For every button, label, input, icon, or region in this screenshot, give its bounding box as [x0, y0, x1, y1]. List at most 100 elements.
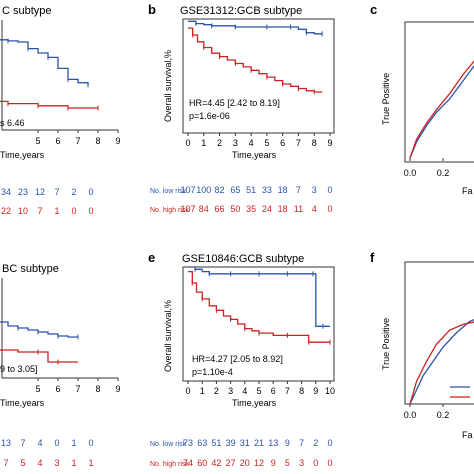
panel-e-x-ticks: 0 1 2 3 4 5 6 7 8 9 10	[185, 381, 335, 396]
panel-e-risk-low-value: 13	[268, 438, 278, 448]
panel-b-high-risk-label: No. high risk	[150, 207, 189, 214]
panel-c-frame	[404, 21, 474, 163]
panel-b: b GSE31312:GCB subtype Overall survival,…	[148, 2, 335, 214]
panel-a-curves	[0, 38, 99, 111]
panel-e-risk-high-value: 74	[183, 458, 193, 468]
panel-a-risk-high-value: 0	[71, 206, 76, 216]
panel-f: f True Positive 0.0 0.2 Fa	[370, 250, 474, 440]
panel-e-risk-low-value: 51	[211, 438, 221, 448]
panel-d-x-tick-label: 7	[75, 384, 80, 394]
panel-a-risk-table: 34 23 12 7 2 022 10 7 1 0 0	[1, 187, 94, 216]
panel-e-risk-low-value: 9	[285, 438, 290, 448]
panel-a-x-tick-label: 7	[75, 136, 80, 146]
panel-a-risk-high-value: 0	[88, 206, 93, 216]
panel-d-curves	[0, 321, 79, 365]
panel-b-x-tick-label: 8	[312, 138, 317, 148]
panel-e-risk-high-value: 60	[197, 458, 207, 468]
panel-a-x-label: Time,years	[0, 150, 45, 160]
panel-a-x-ticks: 5 6 7 8 9	[35, 130, 121, 146]
panel-b-x-tick-label: 9	[327, 138, 332, 148]
panel-e-low-risk-label: No. low risk	[150, 441, 187, 448]
panel-b-risk-low-value: 18	[278, 185, 288, 195]
panel-d-risk-low-value: 0	[54, 438, 59, 448]
panel-b-risk-high-value: 18	[278, 204, 288, 214]
panel-d-risk-high-value: 1	[71, 458, 76, 468]
panel-a-risk-low-value: 23	[18, 187, 28, 197]
panel-e-risk-high-value: 3	[299, 458, 304, 468]
panel-e-x-tick-label: 3	[228, 386, 233, 396]
panel-c-roc-blue-curve	[409, 64, 474, 159]
panel-e-x-tick-label: 6	[271, 386, 276, 396]
panel-e-x-tick-label: 8	[299, 386, 304, 396]
panel-d-risk-table: 13 7 4 0 1 0 7 5 4 3 1 1	[1, 438, 94, 468]
panel-b-risk-high-value: 35	[246, 204, 256, 214]
panel-e-x-tick-label: 4	[242, 386, 247, 396]
panel-e-y-label: Overall survival,%	[163, 300, 173, 372]
panel-b-risk-low-value: 82	[215, 185, 225, 195]
panel-d-x-ticks: 5 6 7 8 9	[35, 378, 121, 394]
panel-d-risk-low-value: 4	[37, 438, 42, 448]
panel-e-x-tick-label: 0	[185, 386, 190, 396]
panel-b-risk-low-value: 3	[312, 185, 317, 195]
panel-b-x-tick-label: 4	[249, 138, 254, 148]
panel-f-roc-red-curve	[409, 321, 474, 405]
panel-e-risk-high-value: 0	[327, 458, 332, 468]
panel-c-x-tick-label: 0.0	[404, 168, 417, 178]
panel-b-risk-high-value: 24	[262, 204, 272, 214]
panel-e-risk-low-value: 7	[299, 438, 304, 448]
panel-f-curves	[409, 318, 474, 405]
panel-b-risk-high-value: 66	[215, 204, 225, 214]
panel-b-x-tick-label: 3	[233, 138, 238, 148]
panel-b-x-tick-label: 2	[217, 138, 222, 148]
panel-c-letter: c	[370, 2, 377, 17]
panel-f-x-tick-label: 0.0	[404, 410, 417, 420]
panel-d-risk-high-value: 7	[3, 458, 8, 468]
panel-c-roc-red-curve	[409, 60, 474, 159]
panel-b-title: GSE31312:GCB subtype	[180, 5, 302, 17]
panel-c-x-ticks: 0.0 0.2	[404, 158, 450, 178]
panel-b-high-curve	[188, 27, 323, 93]
panel-a-annotation: s 6.46	[0, 118, 25, 128]
panel-e: e GSE10846:GCB subtype Overall survival,…	[148, 250, 335, 468]
panel-d-high-curve	[0, 349, 78, 363]
panel-a-risk-high-value: 22	[1, 206, 11, 216]
panel-b-x-tick-label: 7	[296, 138, 301, 148]
panel-e-risk-low-value: 0	[327, 438, 332, 448]
panel-e-x-tick-label: 7	[285, 386, 290, 396]
panel-b-low-curve	[188, 20, 323, 35]
panel-f-x-tick-label: 0.2	[437, 410, 450, 420]
panel-e-high-risk-label: No. high risk	[150, 461, 189, 468]
panel-e-risk-low-value: 21	[254, 438, 264, 448]
panel-b-risk-low-value: 100	[196, 185, 211, 195]
panel-e-risk-low-value: 73	[183, 438, 193, 448]
panel-e-risk-high-value: 20	[240, 458, 250, 468]
panel-d-low-curve	[0, 321, 78, 338]
panel-e-risk-high-value: 5	[285, 458, 290, 468]
panel-b-risk-low-value: 51	[246, 185, 256, 195]
panel-b-risk-low-value: 65	[230, 185, 240, 195]
panel-a-x-tick-label: 9	[115, 136, 120, 146]
panel-b-risk-high-value: 107	[180, 204, 195, 214]
panel-b-curves	[188, 20, 323, 95]
panel-b-x-tick-label: 1	[201, 138, 206, 148]
panel-b-risk-high-value: 50	[230, 204, 240, 214]
panel-e-risk-high-value: 9	[271, 458, 276, 468]
panel-c: c True Positive 0.0 0.2 Fa	[370, 2, 474, 196]
panel-b-letter: b	[148, 2, 156, 17]
panel-a-x-tick-label: 6	[55, 136, 60, 146]
panel-d-x-tick-label: 8	[95, 384, 100, 394]
panel-a-risk-low-value: 0	[88, 187, 93, 197]
panel-b-risk-low-value: 7	[296, 185, 301, 195]
panel-d-risk-low-value: 7	[20, 438, 25, 448]
panel-e-risk-low-value: 39	[226, 438, 236, 448]
panel-c-x-tick-label: 0.2	[437, 168, 450, 178]
panel-c-y-label: True Positive	[381, 73, 391, 125]
panel-e-risk-table: 73 63 51 39 31 21 13 9 7 2 074 60 42 27 20 12 9 5 3 0 0	[183, 438, 333, 468]
panel-b-x-label: Time,years	[232, 150, 277, 160]
panel-b-frame	[182, 18, 335, 134]
panel-b-risk-high-value: 11	[294, 204, 303, 214]
panel-f-roc-blue-curve	[409, 318, 474, 405]
